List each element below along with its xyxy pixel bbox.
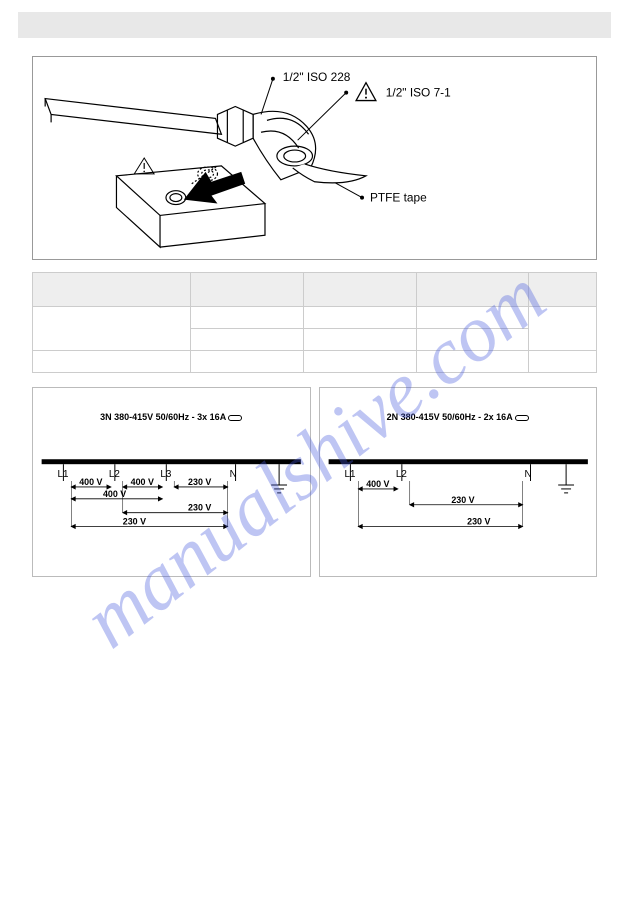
- svg-text:L1: L1: [57, 469, 68, 480]
- header-bar: [18, 12, 611, 38]
- cell: [529, 307, 597, 351]
- cell: [529, 351, 597, 373]
- wiring-2n-title: 2N 380-415V 50/60Hz - 2x 16A: [320, 412, 597, 422]
- wiring-3n: 3N 380-415V 50/60Hz - 3x 16A L1 L2 L3 N …: [32, 387, 311, 577]
- warning-icon: [356, 83, 376, 101]
- svg-text:400 V: 400 V: [79, 477, 102, 487]
- cell: [190, 307, 303, 329]
- svg-text:L1: L1: [344, 469, 355, 480]
- svg-text:400 V: 400 V: [366, 479, 389, 489]
- svg-text:L2: L2: [109, 469, 120, 480]
- svg-text:L3: L3: [160, 469, 171, 480]
- spec-table: [32, 272, 597, 373]
- cell: [190, 351, 303, 373]
- th-0: [33, 273, 191, 307]
- svg-text:230 V: 230 V: [123, 517, 146, 527]
- cell: [33, 307, 191, 351]
- label-ptfe: PTFE tape: [370, 191, 427, 205]
- svg-text:400 V: 400 V: [131, 477, 154, 487]
- cell: [303, 307, 416, 329]
- svg-text:L2: L2: [395, 469, 406, 480]
- connector-diagram: 1/2" ISO 228 1/2" ISO 7-1 PTFE tape: [32, 56, 597, 260]
- th-4: [529, 273, 597, 307]
- th-1: [190, 273, 303, 307]
- wiring-2n: 2N 380-415V 50/60Hz - 2x 16A L1 L2 N 400…: [319, 387, 598, 577]
- th-2: [303, 273, 416, 307]
- th-3: [416, 273, 529, 307]
- label-iso71: 1/2" ISO 7-1: [386, 86, 451, 100]
- svg-text:N: N: [230, 469, 237, 480]
- cell: [190, 329, 303, 351]
- cell: [416, 307, 529, 329]
- wiring-3n-title: 3N 380-415V 50/60Hz - 3x 16A: [33, 412, 310, 422]
- cell: [33, 351, 191, 373]
- wiring-diagrams: 3N 380-415V 50/60Hz - 3x 16A L1 L2 L3 N …: [32, 387, 597, 577]
- cell: [416, 351, 529, 373]
- svg-text:230 V: 230 V: [188, 503, 211, 513]
- svg-text:230 V: 230 V: [451, 495, 474, 505]
- svg-text:230 V: 230 V: [467, 517, 490, 527]
- cell: [303, 351, 416, 373]
- cell: [303, 329, 416, 351]
- svg-text:230 V: 230 V: [188, 477, 211, 487]
- svg-text:N: N: [524, 469, 531, 480]
- cell: [416, 329, 529, 351]
- label-iso228: 1/2" ISO 228: [283, 70, 351, 84]
